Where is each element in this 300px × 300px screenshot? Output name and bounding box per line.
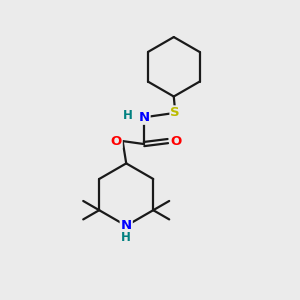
Text: S: S <box>170 106 180 119</box>
Text: O: O <box>170 135 182 148</box>
Text: N: N <box>139 111 150 124</box>
Text: O: O <box>110 135 122 148</box>
Text: N: N <box>121 219 132 232</box>
Text: H: H <box>121 231 131 244</box>
Text: H: H <box>123 109 133 122</box>
